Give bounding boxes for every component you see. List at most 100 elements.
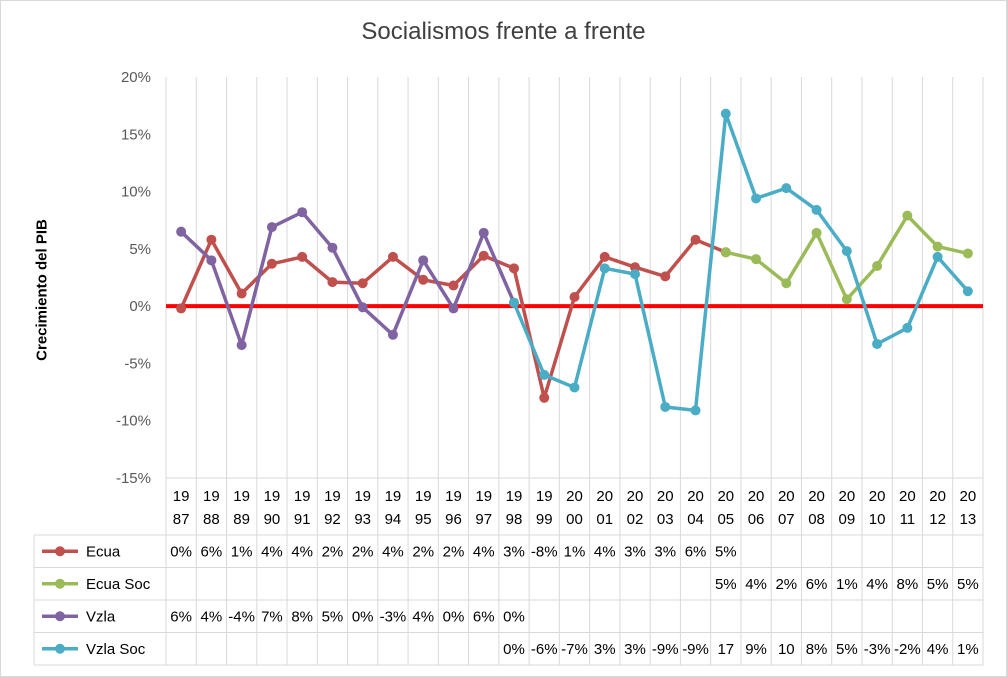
table-cell-value: 4% (291, 543, 313, 560)
data-point (781, 183, 792, 194)
series-layer (166, 108, 983, 416)
data-point (720, 247, 731, 258)
x-tick-label: 02 (627, 511, 644, 528)
table-cell-value: -4% (228, 608, 255, 625)
y-tick-label: -15% (116, 470, 151, 487)
table-cell-value: 0% (170, 543, 192, 560)
x-tick-label: 20 (566, 488, 583, 505)
data-point (841, 294, 852, 305)
data-point (751, 193, 762, 204)
table-cell-value: 6% (685, 543, 707, 560)
x-tick-label: 05 (717, 511, 734, 528)
table-cell-value: 6% (806, 576, 828, 593)
x-tick-label: 20 (960, 488, 977, 505)
table-cell-value: 17 (717, 641, 734, 658)
x-tick-label: 12 (929, 511, 946, 528)
data-point (206, 255, 217, 266)
data-point (357, 302, 368, 313)
data-point (478, 227, 489, 238)
data-point (630, 269, 641, 280)
table-cell-value: 1% (836, 576, 858, 593)
table-cell-value: 0% (503, 608, 525, 625)
x-tick-label: 09 (838, 511, 855, 528)
table-cell-value: -8% (531, 543, 558, 560)
x-tick-label: 20 (657, 488, 674, 505)
table-cell-value: 6% (201, 543, 223, 560)
table-cell-value: -3% (864, 641, 891, 658)
x-tick-label: 93 (354, 511, 371, 528)
data-point (962, 286, 973, 297)
table-cell-value: 5% (715, 576, 737, 593)
data-point (630, 262, 641, 273)
y-tick-label: -10% (116, 413, 151, 430)
data-point (448, 303, 459, 314)
x-tick-label: 13 (960, 511, 977, 528)
data-point (599, 251, 610, 262)
x-tick-label: 20 (748, 488, 765, 505)
data-point (266, 258, 277, 269)
x-tick-label: 07 (778, 511, 795, 528)
table-cell-value: 0% (352, 608, 374, 625)
data-point (357, 278, 368, 289)
x-tick-label: 19 (536, 488, 553, 505)
table-cell-value: 3% (654, 543, 676, 560)
x-tick-label: 19 (445, 488, 462, 505)
table-cell-value: 0% (503, 641, 525, 658)
x-tick-label: 99 (536, 511, 553, 528)
table-cell-value: 4% (866, 576, 888, 593)
data-point (811, 204, 822, 215)
data-point (781, 278, 792, 289)
legend-key-marker (55, 578, 65, 589)
x-tick-label: 19 (264, 488, 281, 505)
legend-label: Ecua Soc (86, 576, 151, 593)
table-cell-value: -9% (652, 641, 679, 658)
x-tick-label: 19 (324, 488, 341, 505)
table-cell-value: 1% (564, 543, 586, 560)
x-tick-label: 19 (506, 488, 523, 505)
x-tick-label: 20 (596, 488, 613, 505)
x-tick-label: 08 (808, 511, 825, 528)
data-point (902, 322, 913, 333)
legend-key-marker (55, 546, 65, 557)
data-point (176, 303, 187, 314)
data-point (508, 297, 519, 308)
table-cell-value: 5% (957, 576, 979, 593)
y-tick-labels: 20% 15% 10% 5% 0% -5% -10% -15% (116, 69, 151, 487)
legend-key-marker (55, 611, 65, 622)
table-cell-value: 10 (778, 641, 795, 658)
x-tick-label: 96 (445, 511, 462, 528)
data-point (387, 251, 398, 262)
table-cell-value: 1% (957, 641, 979, 658)
data-point (599, 263, 610, 274)
x-tick-label: 00 (566, 511, 583, 528)
table-cell-value: 1% (231, 543, 253, 560)
data-point (236, 340, 247, 351)
y-tick-label: 0% (129, 298, 151, 315)
chart-title: Socialismos frente a frente (361, 18, 646, 45)
table-cell-value: 2% (322, 543, 344, 560)
data-point (418, 255, 429, 266)
x-tick-label: 19 (475, 488, 492, 505)
x-tick-label: 04 (687, 511, 704, 528)
data-point (478, 250, 489, 261)
data-point (508, 263, 519, 274)
legend-key-marker (55, 643, 65, 654)
y-tick-label: 5% (129, 241, 151, 258)
x-tick-label: 90 (264, 511, 281, 528)
series-line (512, 111, 970, 413)
x-tick-label: 06 (748, 511, 765, 528)
data-point (327, 277, 338, 288)
data-point (539, 369, 550, 380)
table-cell-value: 4% (927, 641, 949, 658)
table-cell-value: -2% (894, 641, 921, 658)
data-point (206, 234, 217, 245)
data-point (387, 329, 398, 340)
data-point (448, 280, 459, 291)
table-cell-value: 5% (715, 543, 737, 560)
data-point (690, 405, 701, 416)
table-cell-value: -7% (561, 641, 588, 658)
table-cell-value: 9% (745, 641, 767, 658)
y-tick-label: -5% (124, 355, 151, 372)
table-cell-value: 2% (412, 543, 434, 560)
